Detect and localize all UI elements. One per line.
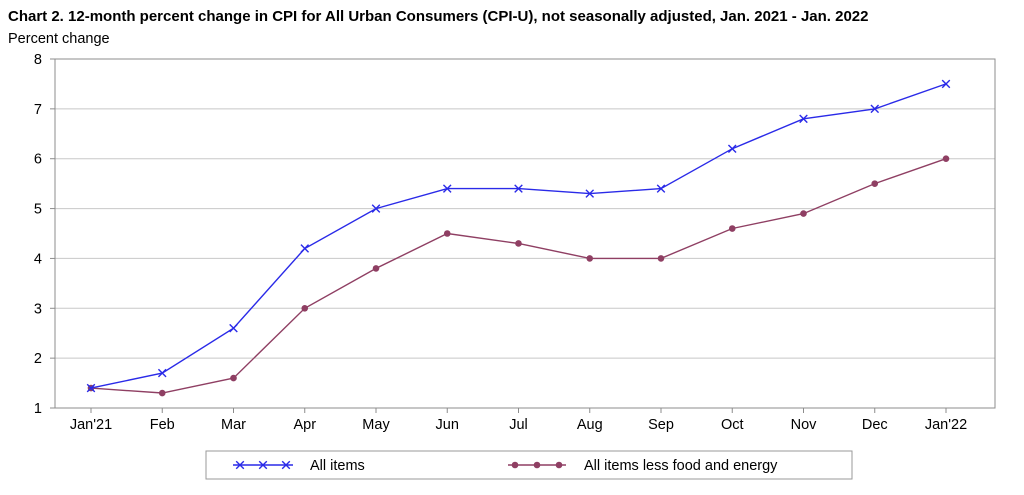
data-point: [230, 374, 237, 382]
data-point: [657, 255, 665, 262]
y-tick-label: 1: [34, 401, 42, 417]
y-tick-label: 3: [34, 301, 42, 317]
y-tick-label: 7: [34, 102, 42, 118]
x-tick-label: Dec: [862, 417, 888, 433]
x-tick-label: Mar: [221, 417, 246, 433]
data-point: [800, 210, 807, 217]
series-line: [90, 83, 947, 389]
data-point: [86, 383, 96, 393]
legend-marker: [555, 461, 563, 469]
y-tick-label: 5: [34, 202, 42, 218]
legend-label: All items less food and energy: [584, 458, 778, 474]
y-tick-label: 8: [34, 52, 42, 68]
x-tick-label: Jan'21: [70, 417, 112, 433]
data-point: [443, 230, 451, 237]
y-tick-label: 2: [34, 351, 42, 367]
x-tick-label: Nov: [791, 417, 818, 433]
x-tick-label: Apr: [293, 417, 316, 433]
x-tick-label: Jul: [509, 417, 528, 433]
data-point: [229, 323, 238, 333]
x-tick-label: Feb: [150, 417, 175, 433]
data-point: [656, 184, 666, 193]
x-tick-label: May: [362, 417, 390, 433]
data-point: [301, 304, 309, 312]
data-point: [799, 114, 808, 124]
chart-title: Chart 2. 12-month percent change in CPI …: [8, 8, 869, 25]
legend-entry: All items: [233, 458, 365, 474]
series-all-items: [86, 79, 951, 393]
data-point: [870, 104, 880, 114]
plot-area: [54, 58, 996, 409]
legend-marker: [281, 460, 291, 470]
data-point: [372, 265, 380, 272]
data-point: [157, 368, 167, 378]
legend-marker: [258, 460, 268, 470]
data-point: [586, 255, 594, 262]
data-point: [727, 144, 737, 154]
legend-marker: [511, 461, 519, 469]
data-point: [728, 225, 736, 232]
data-point: [371, 204, 381, 213]
x-tick-label: Aug: [577, 417, 603, 433]
legend-marker: [235, 460, 245, 470]
legend-entry: All items less food and energy: [508, 458, 778, 474]
data-point: [442, 184, 452, 193]
data-point: [300, 244, 310, 253]
y-tick-label: 4: [34, 251, 42, 267]
data-point: [158, 389, 166, 397]
legend-marker: [533, 461, 541, 469]
legend-label: All items: [310, 458, 365, 474]
data-point: [942, 155, 950, 163]
y-tick-label: 6: [34, 152, 42, 168]
series-all-items-less-food-and-energy: [87, 155, 950, 397]
data-point: [871, 180, 879, 187]
x-tick-label: Sep: [648, 417, 674, 433]
x-tick-label: Jan'22: [925, 417, 967, 433]
x-tick-label: Jun: [436, 417, 459, 433]
data-point: [514, 184, 523, 193]
x-tick-label: Oct: [721, 417, 744, 433]
y-axis-label: Percent change: [8, 31, 110, 47]
data-point: [585, 189, 595, 198]
data-point: [515, 240, 522, 247]
data-point: [941, 79, 951, 89]
